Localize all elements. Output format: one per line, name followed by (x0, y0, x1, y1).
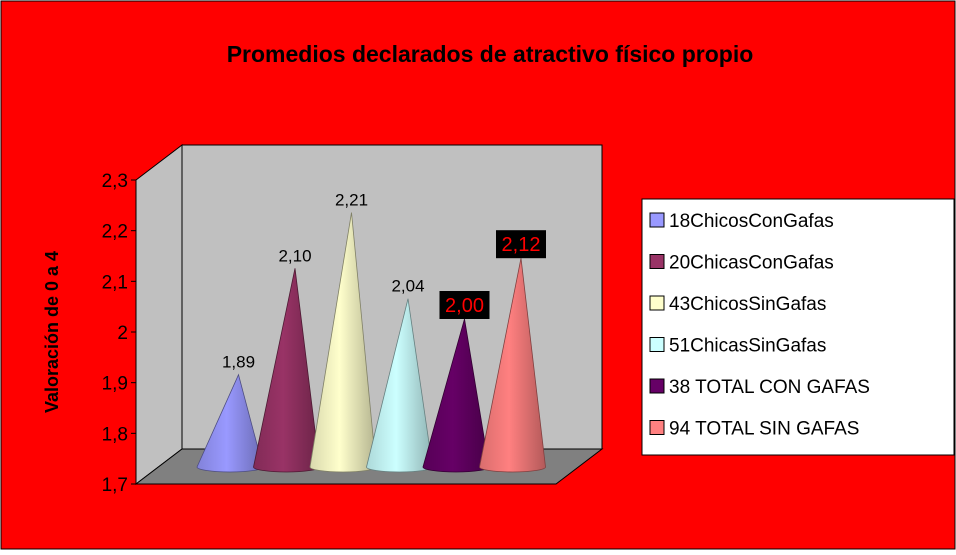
y-tick-label: 2,1 (102, 272, 128, 293)
data-label: 2,10 (278, 246, 311, 265)
data-label: 2,04 (391, 277, 424, 296)
data-label: 2,21 (335, 191, 368, 210)
legend-swatch (649, 337, 665, 352)
data-label-background (439, 291, 490, 319)
y-axis-ticks: 1,7 1,8 1,9 2 2,1 2,2 2,3 (102, 171, 136, 496)
legend-label: 43ChicosSinGafas (669, 294, 826, 315)
legend-swatch (649, 378, 665, 394)
legend-swatch (649, 420, 665, 435)
data-labels: 1,89 2,10 2,21 2,04 2,00 2,12 (222, 191, 546, 372)
plot-side-wall (135, 143, 183, 486)
legend-label: 51ChicasSinGafas (669, 336, 826, 357)
legend-label: 18ChicosConGafas (669, 211, 834, 232)
legend-swatch (649, 254, 665, 269)
y-tick-label: 2 (117, 323, 128, 344)
legend-label: 94 TOTAL SIN GAFAS (669, 419, 859, 440)
data-label: 2,00 (445, 295, 484, 317)
y-tick-label: 1,7 (102, 475, 128, 496)
legend-items: 18ChicosConGafas 20ChicasConGafas 43Chicos… (649, 211, 870, 440)
cone-bar (479, 258, 546, 473)
y-tick-label: 1,8 (102, 424, 128, 445)
y-tick-label: 2,3 (102, 171, 128, 192)
legend-label: 20ChicasConGafas (669, 253, 834, 274)
legend: 18ChicosConGafas 20ChicasConGafas 43Chicos… (641, 198, 955, 456)
cone-series (196, 212, 546, 473)
y-tick-label: 2,2 (102, 222, 128, 243)
y-axis-label: Valoración de 0 a 4 (42, 251, 62, 413)
data-label: 2,12 (502, 234, 541, 256)
legend-box (641, 198, 955, 456)
data-label: 1,89 (222, 353, 255, 372)
legend-swatch (649, 212, 665, 228)
legend-swatch (649, 295, 665, 311)
legend-label: 38 TOTAL CON GAFAS (669, 377, 870, 398)
chart-title: Promedios declarados de atractivo físico… (227, 41, 754, 67)
y-tick-label: 1,9 (102, 374, 128, 395)
data-label-background (496, 230, 546, 259)
